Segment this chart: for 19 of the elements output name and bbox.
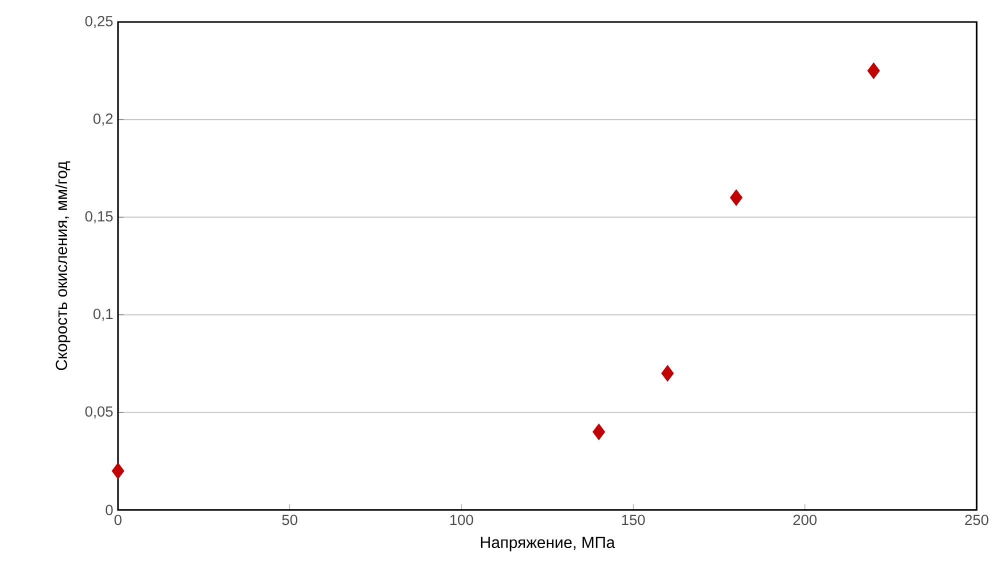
y-tick-label: 0,05: [85, 406, 113, 418]
x-axis-title: Напряжение, МПа: [480, 536, 616, 552]
point: [592, 424, 606, 440]
x-tick-label: 250: [965, 514, 988, 526]
x-tick-label: 100: [450, 514, 474, 526]
y-tick-label: 0,2: [93, 114, 113, 126]
y-tick-label: 0,15: [85, 211, 113, 224]
y-tick-label: 0: [106, 504, 113, 516]
x-tick-label: 200: [793, 514, 817, 526]
point: [112, 462, 124, 480]
point: [867, 62, 880, 80]
y-axis-title: Скорость окисления, мм/год: [55, 161, 70, 370]
x-tick-label: 150: [622, 514, 645, 526]
x-tick-label: 0: [114, 514, 122, 526]
point: [661, 365, 674, 382]
point: [730, 189, 743, 206]
x-tick-label: 50: [282, 514, 298, 526]
y-tick-label: 0,1: [93, 308, 113, 321]
y-tick-label: 0,25: [85, 16, 113, 28]
